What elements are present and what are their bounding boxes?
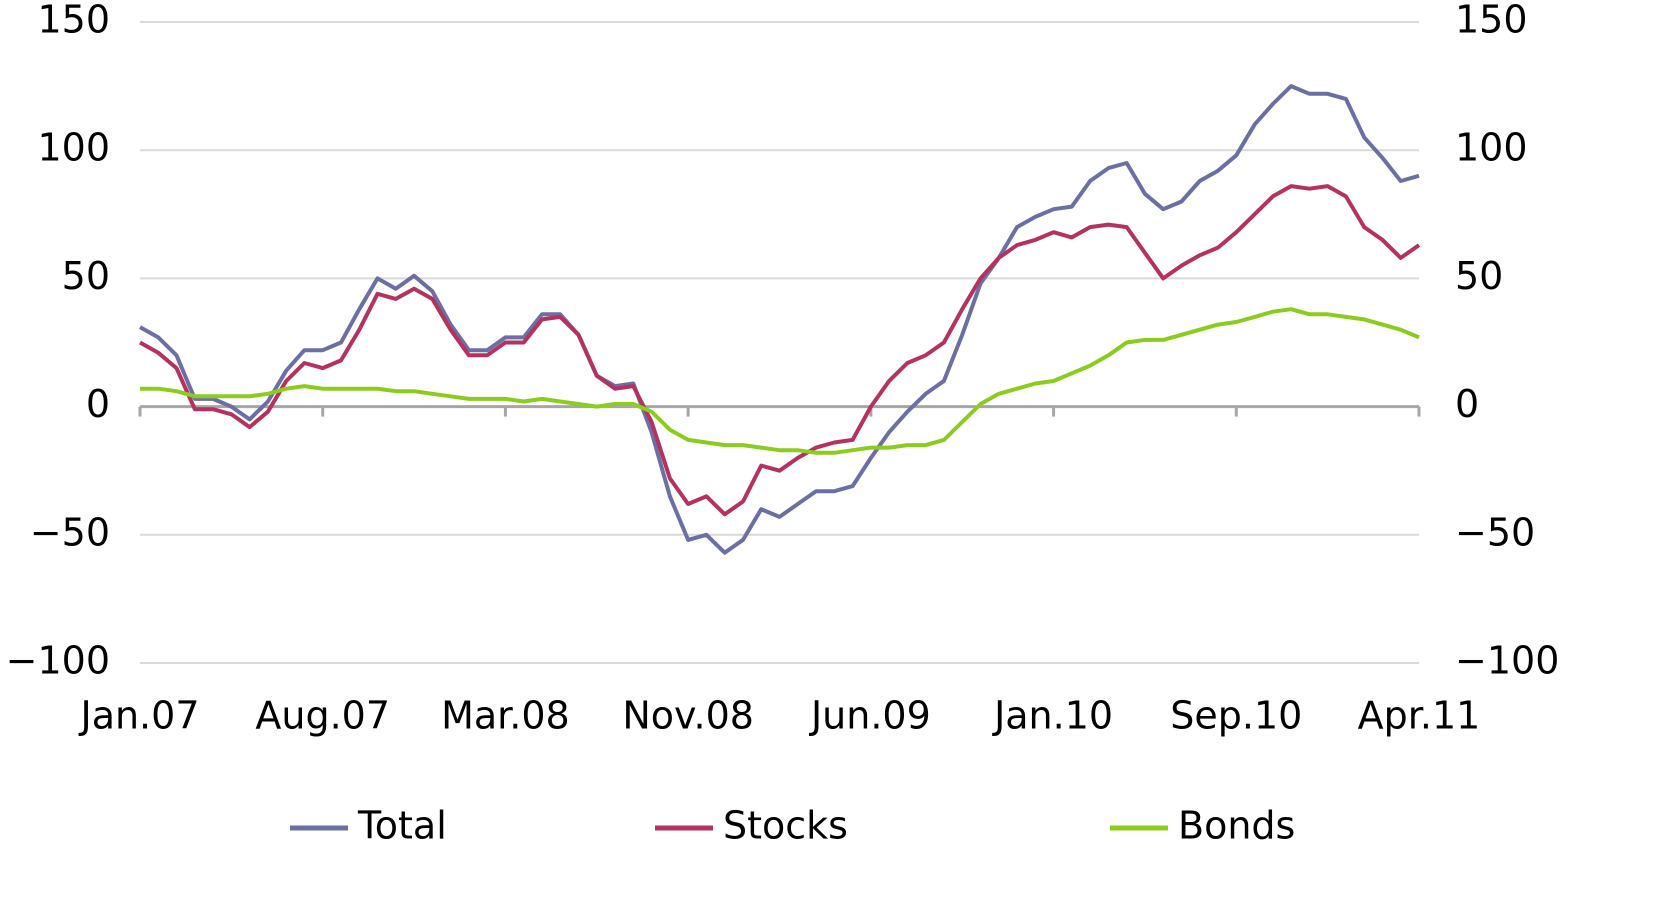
y2-tick-label: −100 [1455, 639, 1559, 683]
series-line [139, 184, 1421, 517]
series-line [139, 84, 1420, 555]
y2-tick-label: 100 [1455, 126, 1528, 170]
y-tick-label: −100 [6, 639, 110, 683]
legend-label: Stocks [723, 804, 848, 848]
y2-tick-label: 150 [1455, 0, 1528, 42]
x-tick-label: Nov.08 [622, 694, 754, 738]
y2-tick-label: 0 [1455, 382, 1479, 426]
x-tick-label: Aug.07 [255, 694, 390, 738]
series-line [140, 307, 1420, 455]
x-tick-label: Sep.10 [1170, 694, 1302, 738]
y-tick-label: 150 [37, 0, 110, 42]
x-tick-label: Jan.10 [992, 694, 1113, 738]
x-tick-label: Apr.11 [1358, 694, 1481, 738]
x-tick-label: Jun.09 [809, 694, 931, 738]
x-tick-label: Mar.08 [441, 694, 570, 738]
y-tick-label: 100 [37, 126, 110, 170]
legend-label: Total [357, 804, 447, 848]
legend-label: Bonds [1178, 804, 1295, 848]
y-tick-label: 50 [62, 254, 110, 298]
y2-tick-label: −50 [1455, 510, 1535, 554]
y2-tick-label: 50 [1455, 254, 1503, 298]
y-tick-label: −50 [30, 510, 110, 554]
x-tick-label: Jan.07 [78, 694, 199, 738]
y-tick-label: 0 [86, 382, 110, 426]
